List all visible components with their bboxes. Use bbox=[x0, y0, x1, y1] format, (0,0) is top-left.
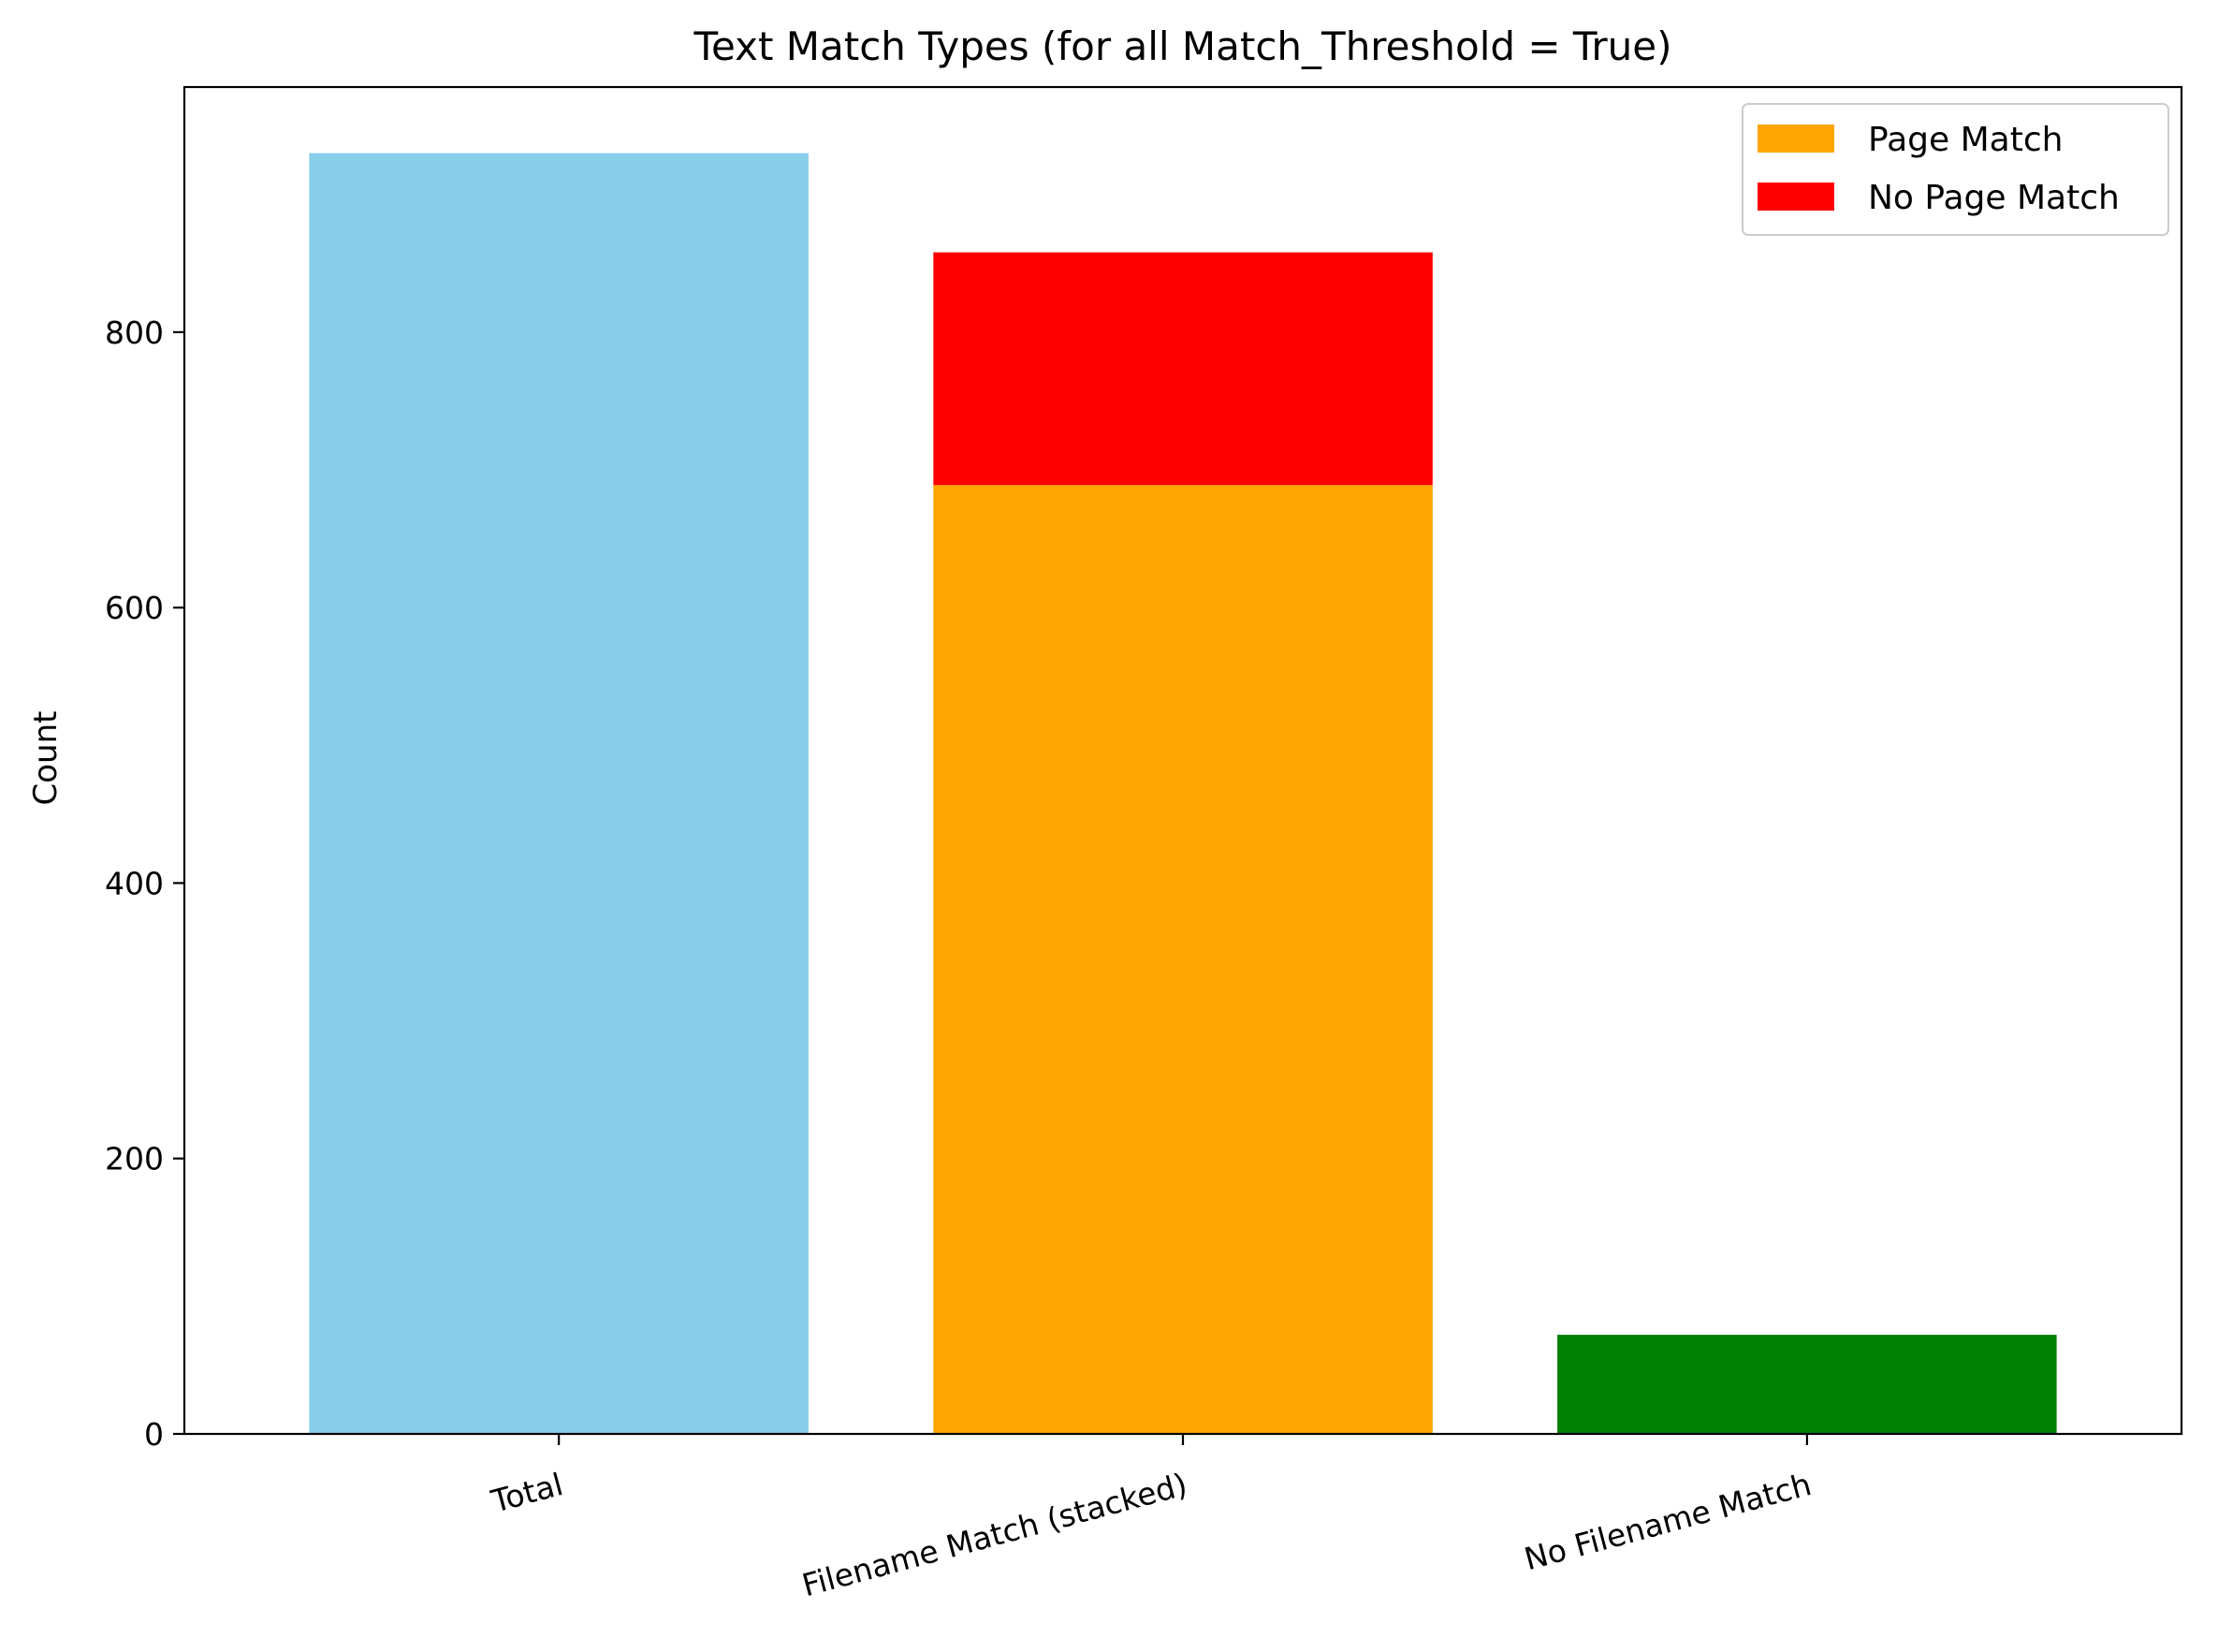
bar-no-filename-match-segment-0 bbox=[1557, 1335, 2057, 1434]
legend: Page Match No Page Match bbox=[1742, 103, 2169, 236]
bars-layer bbox=[309, 153, 2057, 1435]
legend-label-no-page-match: No Page Match bbox=[1868, 179, 2120, 217]
bar-filename-match-stacked-no-page-match-segment-1 bbox=[933, 252, 1433, 486]
y-tick-label-800: 800 bbox=[105, 314, 164, 351]
chart-title: Text Match Types (for all Match_Threshol… bbox=[693, 23, 1671, 69]
y-tick-label-400: 400 bbox=[105, 865, 164, 901]
x-tick-label-total: Total bbox=[487, 1466, 567, 1520]
x-tick-label-filename-match-stacked: Filename Match (stacked) bbox=[798, 1466, 1191, 1603]
bar-total-segment-0 bbox=[309, 153, 809, 1435]
legend-frame bbox=[1742, 103, 2169, 236]
plot-frame bbox=[182, 85, 2183, 1436]
y-axis: 0 200 400 600 800 bbox=[105, 314, 184, 1453]
legend-swatch-no-page-match bbox=[1758, 183, 1834, 211]
y-tick-label-200: 200 bbox=[105, 1141, 164, 1177]
x-axis: Total Filename Match (stacked) No Filename… bbox=[487, 1434, 1815, 1603]
bar-filename-match-stacked-page-match-segment-0 bbox=[933, 485, 1433, 1434]
legend-label-page-match: Page Match bbox=[1868, 121, 2063, 159]
y-axis-label: Count bbox=[27, 711, 65, 806]
x-tick-label-no-filename-match: No Filename Match bbox=[1521, 1466, 1816, 1577]
y-tick-label-600: 600 bbox=[105, 590, 164, 626]
legend-swatch-page-match bbox=[1758, 124, 1834, 153]
y-tick-label-0: 0 bbox=[144, 1416, 164, 1453]
